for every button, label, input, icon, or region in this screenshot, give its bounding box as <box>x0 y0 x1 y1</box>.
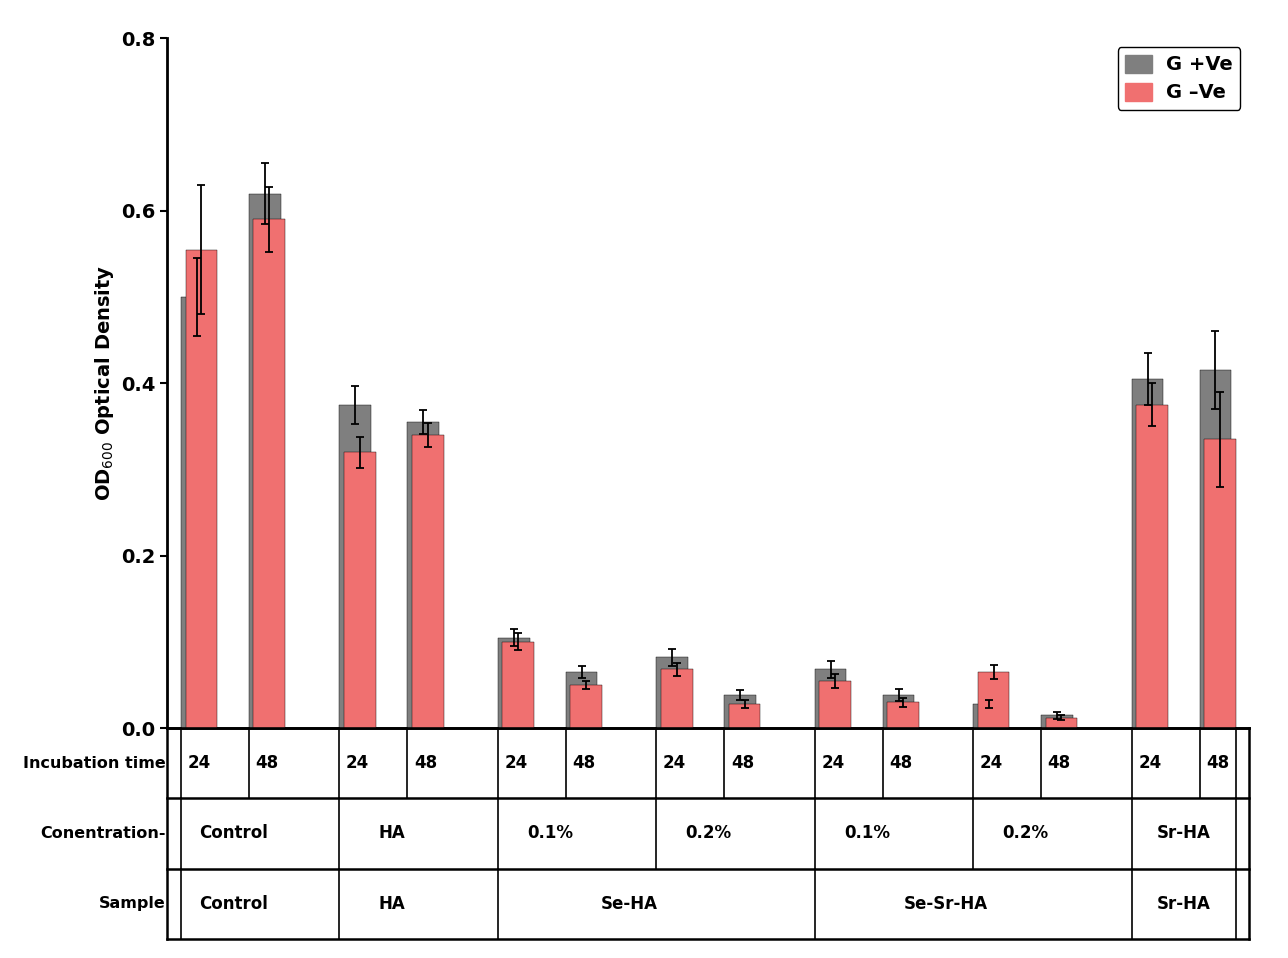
Text: 48: 48 <box>730 754 753 772</box>
Text: Se-Sr-HA: Se-Sr-HA <box>904 895 988 913</box>
Bar <box>1204 439 1235 728</box>
Text: 48: 48 <box>413 754 437 772</box>
Bar <box>882 696 914 728</box>
Bar <box>249 194 281 728</box>
Bar <box>819 680 851 728</box>
Text: 48: 48 <box>255 754 278 772</box>
Text: 24: 24 <box>663 754 687 772</box>
Text: Sr-HA: Sr-HA <box>1157 895 1211 913</box>
Bar <box>412 435 443 728</box>
Bar <box>815 670 846 728</box>
Bar <box>661 670 693 728</box>
Bar <box>571 685 601 728</box>
Text: 48: 48 <box>889 754 912 772</box>
Text: Sample: Sample <box>98 897 165 911</box>
Text: 24: 24 <box>1139 754 1162 772</box>
Text: Control: Control <box>198 825 268 842</box>
Bar <box>502 642 535 728</box>
Bar <box>1199 371 1231 728</box>
Text: Se-HA: Se-HA <box>600 895 658 913</box>
Text: 48: 48 <box>572 754 595 772</box>
Bar <box>182 297 213 728</box>
Text: 48: 48 <box>1047 754 1070 772</box>
Text: 24: 24 <box>822 754 845 772</box>
Text: Incubation time: Incubation time <box>22 756 165 770</box>
Text: Conentration-: Conentration- <box>40 826 165 841</box>
Bar <box>407 422 439 728</box>
Bar <box>887 702 918 728</box>
Text: Sr-HA: Sr-HA <box>1157 825 1211 842</box>
Text: 0.1%: 0.1% <box>527 825 573 842</box>
Text: 48: 48 <box>1206 754 1229 772</box>
Bar <box>1136 405 1168 728</box>
Bar <box>344 452 376 728</box>
Bar <box>565 673 598 728</box>
Bar <box>498 638 529 728</box>
Text: 24: 24 <box>505 754 528 772</box>
Bar <box>1046 718 1077 728</box>
Bar <box>974 704 1005 728</box>
Y-axis label: OD$_{600}$ Optical Density: OD$_{600}$ Optical Density <box>93 265 116 501</box>
Bar <box>340 405 371 728</box>
Bar <box>729 704 760 728</box>
Bar <box>1132 379 1163 728</box>
Bar <box>724 696 756 728</box>
Text: HA: HA <box>379 825 404 842</box>
Bar <box>185 250 218 728</box>
Bar <box>254 219 285 728</box>
Text: 0.1%: 0.1% <box>844 825 890 842</box>
Bar <box>978 673 1010 728</box>
Text: 0.2%: 0.2% <box>1002 825 1048 842</box>
Legend: G +Ve, G –Ve: G +Ve, G –Ve <box>1118 47 1240 109</box>
Text: Control: Control <box>198 895 268 913</box>
Text: 24: 24 <box>980 754 1003 772</box>
Text: 0.2%: 0.2% <box>685 825 732 842</box>
Text: 24: 24 <box>346 754 370 772</box>
Text: HA: HA <box>379 895 404 913</box>
Text: 24: 24 <box>188 754 211 772</box>
Bar <box>1041 715 1073 728</box>
Bar <box>657 657 688 728</box>
